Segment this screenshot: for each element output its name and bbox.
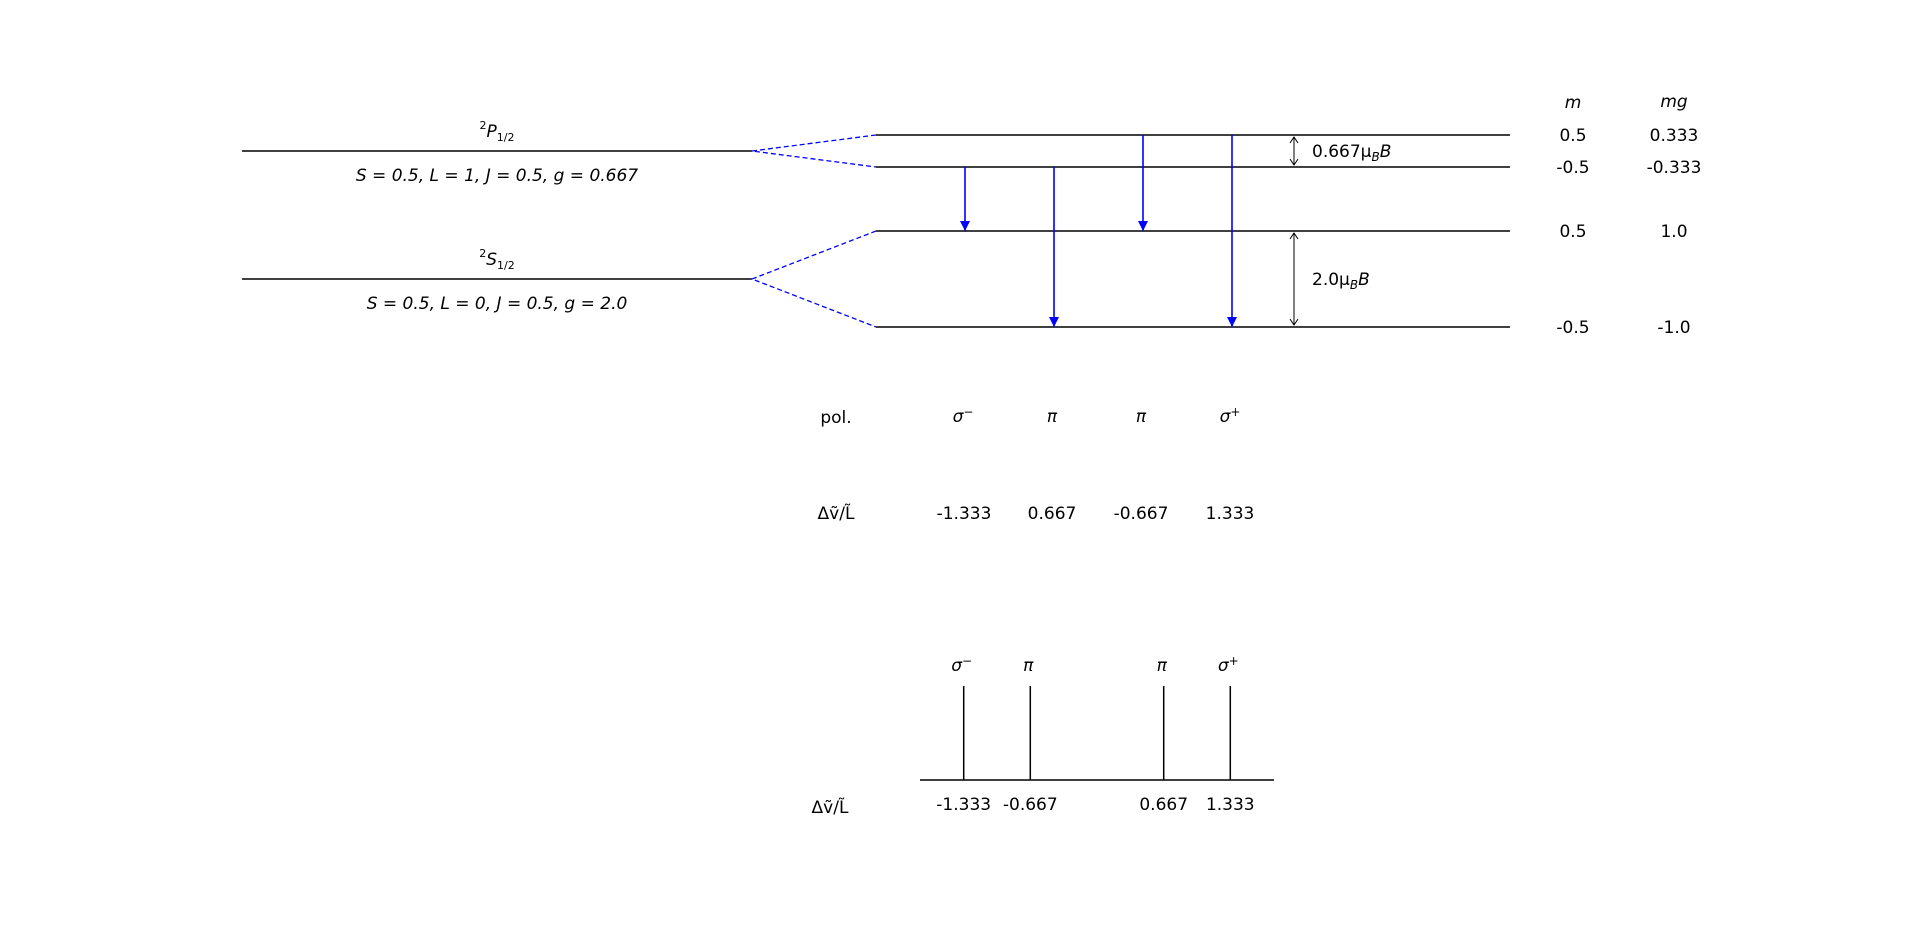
mg-lower-plus: 1.0 bbox=[1660, 222, 1687, 242]
lower-splitting-lines bbox=[750, 230, 877, 328]
m-upper-minus: -0.5 bbox=[1556, 158, 1589, 178]
shift-value-1: -1.333 bbox=[937, 504, 992, 524]
mg-upper-plus: 0.333 bbox=[1650, 126, 1699, 146]
pol-row-label: pol. bbox=[820, 408, 851, 428]
spectrum-pol-label-2: π bbox=[1023, 656, 1034, 676]
upper-term-params: S = 0.5, L = 1, J = 0.5, g = 0.667 bbox=[356, 166, 638, 186]
lower-term-params: S = 0.5, L = 0, J = 0.5, g = 2.0 bbox=[367, 294, 628, 314]
pol-label-2: π bbox=[1047, 407, 1058, 427]
mg-column-header: mg bbox=[1660, 92, 1688, 112]
pol-label-1: σ− bbox=[953, 405, 974, 427]
m-upper-plus: 0.5 bbox=[1559, 126, 1586, 146]
pol-label-3: π bbox=[1136, 407, 1147, 427]
mg-upper-minus: -0.333 bbox=[1647, 158, 1702, 178]
spectrum-shift-label-3: 0.667 bbox=[1139, 795, 1188, 815]
spectrum-axis-label: Δṽ/L̃ bbox=[812, 797, 849, 818]
mg-lower-minus: -1.0 bbox=[1657, 318, 1690, 338]
spectrum-pol-label-1: σ− bbox=[951, 654, 972, 676]
m-column-header: m bbox=[1565, 93, 1582, 113]
lower-term-symbol: 2S1/2 bbox=[479, 247, 515, 272]
upper-splitting-lines bbox=[751, 134, 877, 168]
pol-label-4: σ+ bbox=[1220, 405, 1241, 427]
shift-value-4: 1.333 bbox=[1206, 504, 1255, 524]
shift-value-3: -0.667 bbox=[1114, 504, 1169, 524]
upper-splitting-label: 0.667μBB bbox=[1312, 142, 1391, 164]
spectrum-shift-label-2: -0.667 bbox=[1003, 795, 1058, 815]
m-lower-plus: 0.5 bbox=[1559, 222, 1586, 242]
lower-splitting-label: 2.0μBB bbox=[1312, 270, 1370, 292]
spectrum-pol-label-4: σ+ bbox=[1218, 654, 1239, 676]
upper-term-symbol: 2P1/2 bbox=[480, 119, 515, 144]
spectrum-shift-label-1: -1.333 bbox=[936, 795, 991, 815]
spectrum-lines: σ− -1.333 π -0.667 π 0.667 σ+ 1.333 bbox=[936, 654, 1254, 815]
upper-gap-arrow-tips bbox=[1289, 136, 1299, 166]
spectrum-pol-label-3: π bbox=[1157, 656, 1168, 676]
m-lower-minus: -0.5 bbox=[1556, 318, 1589, 338]
shift-value-2: 0.667 bbox=[1028, 504, 1077, 524]
spectrum-shift-label-4: 1.333 bbox=[1206, 795, 1255, 815]
lower-gap-arrow-tips bbox=[1289, 232, 1299, 326]
shift-row-label: Δṽ/L̃ bbox=[818, 503, 855, 524]
